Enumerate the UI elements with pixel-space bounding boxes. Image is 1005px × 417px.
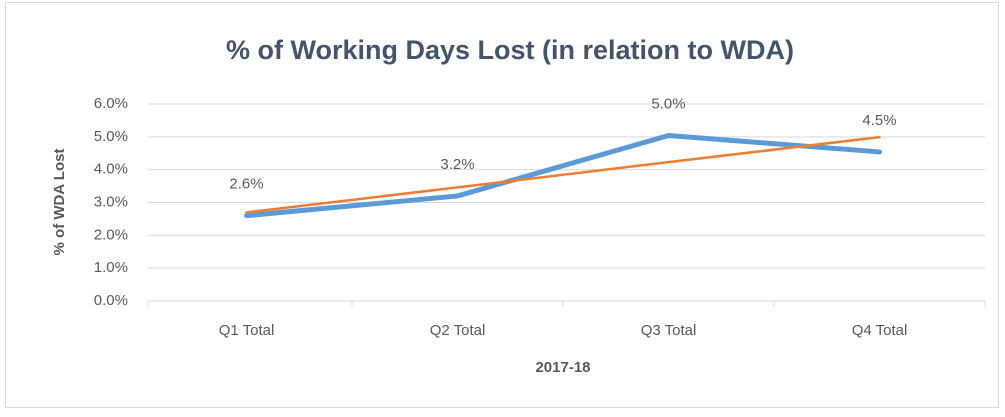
chart-title: % of Working Days Lost (in relation to W… — [226, 35, 794, 65]
y-tick-label: 0.0% — [94, 292, 128, 309]
data-label: 3.2% — [440, 156, 474, 173]
y-tick-label: 3.0% — [94, 193, 128, 210]
x-tick-label: Q2 Total — [430, 322, 486, 339]
y-tick-label: 1.0% — [94, 259, 128, 276]
x-axis-label: 2017-18 — [535, 359, 590, 376]
series-line — [244, 133, 882, 219]
y-tick-label: 2.0% — [94, 226, 128, 243]
data-label: 5.0% — [651, 95, 685, 112]
data-label: 4.5% — [862, 112, 896, 129]
y-tick-label: 5.0% — [94, 128, 128, 145]
x-tick-label: Q4 Total — [852, 322, 908, 339]
chart-border — [5, 2, 999, 408]
y-axis-label: % of WDA Lost — [51, 149, 68, 256]
data-label: 2.6% — [229, 176, 263, 193]
x-tick-label: Q3 Total — [641, 322, 697, 339]
x-tick-label: Q1 Total — [219, 322, 275, 339]
series-line — [245, 135, 881, 214]
y-tick-label: 6.0% — [94, 95, 128, 112]
y-tick-label: 4.0% — [94, 161, 128, 178]
